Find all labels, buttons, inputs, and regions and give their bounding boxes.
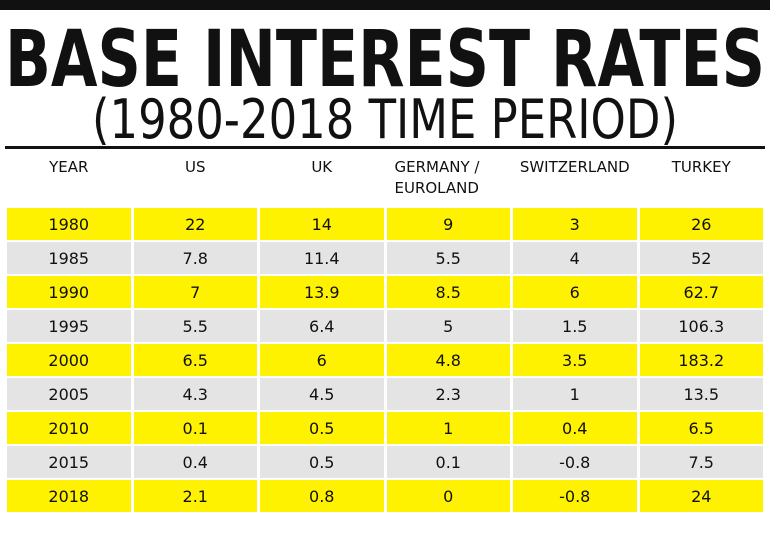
table-cell: 2.1 — [133, 480, 257, 512]
table-cell: 1980 — [7, 208, 131, 240]
table-cell: 1.5 — [513, 310, 637, 342]
table-cell: 2005 — [7, 378, 131, 410]
table-cell: 0.1 — [133, 412, 257, 444]
table-cell: 7.8 — [133, 242, 257, 274]
table-cell: 0.5 — [260, 446, 384, 478]
table-row: 1990 7 13.9 8.5 6 62.7 — [7, 276, 763, 308]
table-cell: -0.8 — [513, 446, 637, 478]
table-cell: 14 — [260, 208, 384, 240]
table-cell: 4 — [513, 242, 637, 274]
table-cell: 0.5 — [260, 412, 384, 444]
table-cell: 2000 — [7, 344, 131, 376]
table-row: 2015 0.4 0.5 0.1 -0.8 7.5 — [7, 446, 763, 478]
table-cell: 0.4 — [513, 412, 637, 444]
header: BASE INTEREST RATES (1980-2018 TIME PERI… — [5, 15, 765, 146]
table-cell: -0.8 — [513, 480, 637, 512]
table-cell: 22 — [133, 208, 257, 240]
table-cell: 5.5 — [386, 242, 510, 274]
table-cell: 0.1 — [386, 446, 510, 478]
table-cell: 62.7 — [639, 276, 763, 308]
title: BASE INTEREST RATES — [5, 15, 765, 105]
table-cell: 1985 — [7, 242, 131, 274]
table-cell: 6.5 — [133, 344, 257, 376]
table-body: 1980 22 14 9 3 26 1985 7.8 11.4 5.5 4 52 1990 7 13.9 8.… — [7, 208, 763, 512]
table-row: 2000 6.5 6 4.8 3.5 183.2 — [7, 344, 763, 376]
column-header: US — [184, 158, 206, 176]
table-cell: 9 — [386, 208, 510, 240]
table-cell: 7.5 — [639, 446, 763, 478]
table-cell: 106.3 — [639, 310, 763, 342]
column-header: YEAR — [49, 158, 89, 176]
table-row: 2005 4.3 4.5 2.3 1 13.5 — [7, 378, 763, 410]
table-cell: 0 — [386, 480, 510, 512]
table-cell: 13.9 — [260, 276, 384, 308]
table-cell: 4.3 — [133, 378, 257, 410]
table-cell: 0.4 — [133, 446, 257, 478]
table-cell: 5.5 — [133, 310, 257, 342]
table-cell: 24 — [639, 480, 763, 512]
table-cell: 6 — [513, 276, 637, 308]
column-header: TURKEY — [671, 158, 731, 176]
table-cell: 4.8 — [386, 344, 510, 376]
table-cell: 8.5 — [386, 276, 510, 308]
table-cell: 2010 — [7, 412, 131, 444]
table-row: 1985 7.8 11.4 5.5 4 52 — [7, 242, 763, 274]
table-cell: 4.5 — [260, 378, 384, 410]
table-cell: 13.5 — [639, 378, 763, 410]
table-cell: 183.2 — [639, 344, 763, 376]
table-row: 1980 22 14 9 3 26 — [7, 208, 763, 240]
table-cell: 52 — [639, 242, 763, 274]
table-row: 1995 5.5 6.4 5 1.5 106.3 — [7, 310, 763, 342]
table-cell: 1990 — [7, 276, 131, 308]
table-cell: 7 — [133, 276, 257, 308]
rates-table: YEAR US UK GERMANY / EUROLAND SWITZERLAND TUR… — [4, 151, 766, 514]
table-row: 2010 0.1 0.5 1 0.4 6.5 — [7, 412, 763, 444]
table-cell: 2.3 — [386, 378, 510, 410]
table-cell: 1995 — [7, 310, 131, 342]
divider — [5, 146, 765, 149]
table-row: 2018 2.1 0.8 0 -0.8 24 — [7, 480, 763, 512]
table-cell: 6.4 — [260, 310, 384, 342]
column-header: UK — [311, 158, 333, 176]
table-cell: 3 — [513, 208, 637, 240]
table-cell: 11.4 — [260, 242, 384, 274]
table-cell: 3.5 — [513, 344, 637, 376]
table-cell: 5 — [386, 310, 510, 342]
table-cell: 1 — [513, 378, 637, 410]
column-header: GERMANY / EUROLAND — [394, 158, 480, 197]
table-cell: 1 — [386, 412, 510, 444]
table-cell: 2015 — [7, 446, 131, 478]
table-cell: 0.8 — [260, 480, 384, 512]
table-cell: 26 — [639, 208, 763, 240]
subtitle: (1980-2018 TIME PERIOD) — [92, 88, 678, 146]
table-cell: 6 — [260, 344, 384, 376]
header-row: YEAR US UK GERMANY / EUROLAND SWITZERLAND TUR… — [7, 153, 763, 206]
table-cell: 2018 — [7, 480, 131, 512]
table-cell: 6.5 — [639, 412, 763, 444]
column-header: SWITZERLAND — [519, 158, 630, 176]
top-bar — [0, 0, 770, 10]
